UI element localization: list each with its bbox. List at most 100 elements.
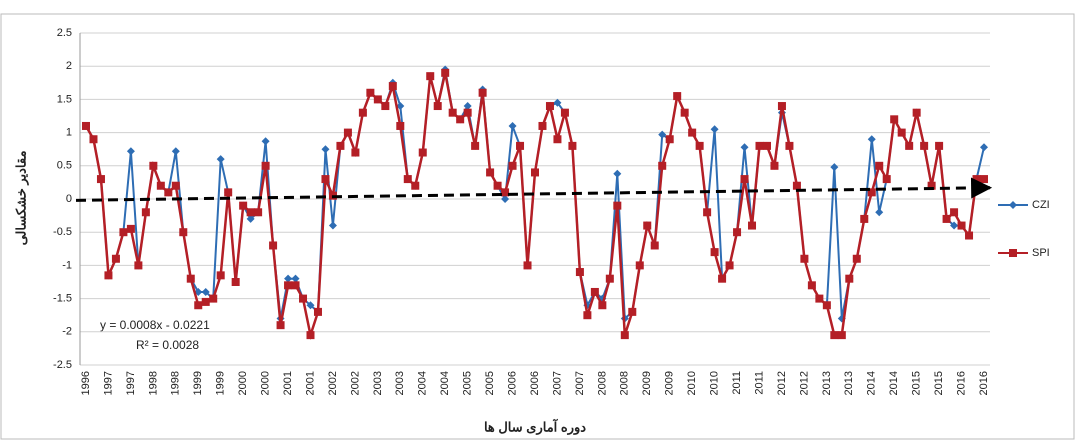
data-point <box>276 321 285 330</box>
data-point <box>111 254 120 263</box>
x-tick-label: 1996 <box>80 371 92 395</box>
x-tick-label: 2010 <box>686 371 698 395</box>
data-point <box>613 169 622 178</box>
y-tick-label: -2.5 <box>53 359 72 371</box>
data-point <box>269 241 278 250</box>
x-tick-label: 2014 <box>866 371 878 395</box>
data-point <box>553 98 562 107</box>
data-point <box>201 287 210 296</box>
data-point <box>299 294 308 303</box>
data-point <box>822 301 831 310</box>
data-point <box>164 188 173 197</box>
y-tick-label: -1 <box>62 259 72 271</box>
data-point <box>605 274 614 283</box>
data-point <box>815 294 824 303</box>
data-point <box>501 195 510 203</box>
data-point <box>710 125 719 134</box>
data-point <box>875 161 884 170</box>
data-point <box>171 147 180 156</box>
x-tick-label: 2011 <box>731 371 743 395</box>
data-point <box>800 254 809 263</box>
data-point <box>508 161 517 170</box>
data-point <box>418 148 427 157</box>
data-point <box>224 188 233 197</box>
data-point <box>748 221 757 230</box>
data-point <box>388 82 397 91</box>
chart-frame <box>0 13 1075 440</box>
data-point <box>553 135 562 144</box>
data-point <box>373 95 382 104</box>
data-point <box>845 274 854 283</box>
data-point <box>942 214 951 223</box>
data-point <box>920 141 929 150</box>
data-point <box>673 92 682 101</box>
data-point <box>171 181 180 190</box>
data-point <box>650 241 659 250</box>
data-point <box>927 181 936 190</box>
data-point <box>531 168 539 177</box>
data-point <box>306 331 315 340</box>
data-point <box>179 228 188 237</box>
data-point <box>710 248 719 257</box>
data-point <box>770 161 779 170</box>
x-tick-label: 2005 <box>462 371 474 395</box>
data-point <box>688 128 697 137</box>
data-point <box>725 261 734 270</box>
data-point <box>486 168 495 177</box>
data-point <box>568 141 577 150</box>
data-point <box>284 274 293 283</box>
data-point <box>620 331 629 340</box>
x-tick-label: 2015 <box>933 371 945 395</box>
data-point <box>501 188 510 197</box>
x-tick-label: 2016 <box>978 371 990 395</box>
data-point <box>912 108 921 117</box>
x-tick-label: 2000 <box>237 371 249 395</box>
data-point <box>209 294 218 303</box>
data-point <box>246 208 255 217</box>
y-tick-label: -1.5 <box>53 293 72 305</box>
x-tick-label: 2000 <box>260 371 272 395</box>
y-tick-label: -0.5 <box>53 226 72 238</box>
data-point <box>560 108 569 117</box>
data-point <box>897 128 906 137</box>
data-point <box>545 102 554 111</box>
data-point <box>89 135 98 144</box>
data-point <box>613 201 622 210</box>
data-point <box>216 271 225 280</box>
data-point <box>313 307 322 316</box>
data-point <box>703 208 712 217</box>
data-point <box>718 274 727 283</box>
data-point <box>980 143 988 152</box>
y-tick-label: 2.5 <box>57 27 72 39</box>
data-point <box>396 121 405 130</box>
x-tick-label: 2009 <box>641 371 653 395</box>
legend-label: CZI <box>1032 199 1050 211</box>
data-point <box>935 141 944 150</box>
data-point <box>426 72 435 81</box>
data-point <box>134 261 143 270</box>
x-tick-label: 2003 <box>394 371 406 395</box>
data-point <box>104 271 113 280</box>
data-point <box>231 278 240 286</box>
data-point <box>246 214 255 223</box>
data-point <box>156 181 165 190</box>
data-point <box>905 141 914 150</box>
x-tick-label: 2010 <box>709 371 721 395</box>
trend-equation: y = 0.0008x - 0.0221 <box>100 318 210 332</box>
data-point <box>448 108 457 117</box>
data-point <box>950 221 959 230</box>
data-point <box>126 147 135 156</box>
x-tick-label: 1999 <box>192 371 204 395</box>
data-point <box>755 141 764 150</box>
legend-marker <box>1009 201 1017 209</box>
data-point <box>441 68 450 77</box>
data-point <box>321 145 330 154</box>
y-tick-label: -2 <box>62 326 72 338</box>
x-tick-label: 1998 <box>170 371 182 395</box>
data-point <box>972 175 981 184</box>
data-point <box>366 88 375 97</box>
y-tick-label: 1.5 <box>57 93 72 105</box>
legend-label: SPI <box>1032 247 1050 259</box>
x-tick-label: 2012 <box>798 371 810 395</box>
data-point <box>852 254 861 263</box>
